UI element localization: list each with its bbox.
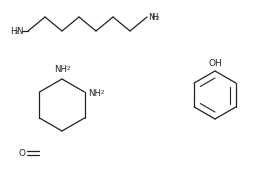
Text: H: H xyxy=(10,26,16,35)
Text: 2: 2 xyxy=(15,30,18,35)
Text: 2: 2 xyxy=(156,16,159,21)
Text: 2: 2 xyxy=(66,66,70,71)
Text: NH: NH xyxy=(88,89,101,98)
Text: N: N xyxy=(16,26,23,35)
Text: O: O xyxy=(19,148,25,157)
Text: NH: NH xyxy=(55,65,68,74)
Text: OH: OH xyxy=(208,58,222,67)
Text: 2: 2 xyxy=(101,89,104,94)
Text: N: N xyxy=(148,12,154,21)
Text: H: H xyxy=(151,12,158,21)
